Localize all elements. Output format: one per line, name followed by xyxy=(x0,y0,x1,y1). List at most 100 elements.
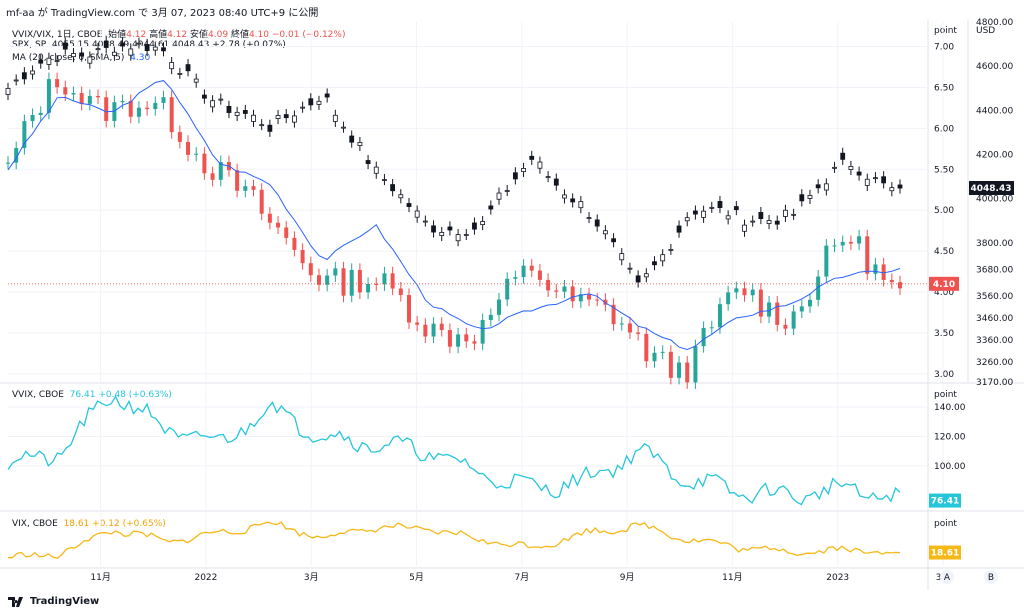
time-tick-label: 2022 xyxy=(194,573,217,583)
time-tick-label: 11月 xyxy=(722,572,742,583)
ratio-candle xyxy=(104,97,109,121)
usd-tick-label: 4400.00 xyxy=(976,106,1013,116)
spx-candle xyxy=(733,206,739,211)
usd-tick-label: 3560.00 xyxy=(976,292,1013,302)
ratio-candle xyxy=(587,294,592,300)
ratio-candle xyxy=(488,314,493,321)
ratio-tick-label: 5.50 xyxy=(934,165,954,175)
spx-candle xyxy=(136,42,142,45)
ratio-candle xyxy=(791,311,796,329)
spx-candle xyxy=(864,178,870,186)
ratio-candle xyxy=(668,351,673,378)
spx-candle xyxy=(79,52,85,57)
ratio-candle xyxy=(55,79,60,88)
usd-tick-label: 3360.00 xyxy=(976,336,1013,346)
ratio-candle xyxy=(685,362,690,383)
ratio-candle xyxy=(562,286,567,292)
spx-candle xyxy=(472,222,477,230)
spx-candle xyxy=(873,177,878,180)
spx-candle xyxy=(643,273,649,278)
spx-candle xyxy=(95,48,101,51)
tradingview-footer: TradingView xyxy=(8,596,99,607)
axis-button-label: B xyxy=(988,573,994,583)
spx-candle xyxy=(292,115,297,123)
spx-candle xyxy=(807,194,813,199)
spx-candle xyxy=(799,194,805,202)
vvix-tick-label: 100.00 xyxy=(934,462,966,472)
spx-candle xyxy=(783,209,788,217)
legend-vix-change: +0.12 (+0.65%) xyxy=(92,519,166,529)
ratio-candle xyxy=(857,236,862,244)
legend-spx-values: 4055.15 4078.49 4044.61 4048.43 +2.78 (+… xyxy=(51,40,286,50)
ratio-candle xyxy=(259,189,264,214)
usd-tick-label: 3800.00 xyxy=(976,239,1013,249)
ratio-candle xyxy=(87,96,92,104)
ratio-candle xyxy=(611,304,616,325)
ratio-candle xyxy=(881,264,886,280)
spx-candle xyxy=(193,78,199,83)
spx-candle xyxy=(87,56,93,64)
ratio-candle xyxy=(717,304,722,328)
spx-candle xyxy=(545,176,551,179)
spx-candle xyxy=(177,72,183,75)
usd-tick-label: 3460.00 xyxy=(976,314,1013,324)
spx-candle xyxy=(594,219,600,227)
spx-candle xyxy=(349,135,355,143)
ratio-candle xyxy=(807,299,812,307)
ratio-candle xyxy=(308,263,313,276)
spx-candle xyxy=(512,172,518,180)
ratio-candle xyxy=(300,249,305,264)
ratio-candle xyxy=(546,279,551,291)
spx-candle xyxy=(414,210,420,218)
spx-candle xyxy=(447,226,453,231)
spx-candle xyxy=(54,60,60,62)
ratio-candle xyxy=(267,213,272,223)
ratio-candle xyxy=(14,148,19,163)
axis-button-a[interactable] xyxy=(940,570,954,584)
ratio-axis-title: point xyxy=(934,26,957,36)
spx-candle xyxy=(431,225,436,233)
spx-candle xyxy=(332,114,338,122)
vvix-last-tag xyxy=(929,493,961,508)
ratio-candle xyxy=(136,107,141,117)
ratio-candle xyxy=(840,241,845,246)
ratio-candle xyxy=(570,286,575,302)
ratio-candle xyxy=(357,269,362,293)
ratio-candle xyxy=(742,288,747,296)
time-tick-label: 5月 xyxy=(409,572,424,583)
spx-candle xyxy=(480,221,486,226)
ratio-candle xyxy=(22,121,27,149)
spx-candle xyxy=(251,114,256,122)
spx-candle xyxy=(725,215,731,220)
time-tick-label: 3月 xyxy=(304,572,319,583)
ratio-candle xyxy=(46,79,51,113)
ratio-candle xyxy=(734,288,739,293)
ratio-candle xyxy=(177,132,182,142)
usd-tick-label: 3260.00 xyxy=(976,358,1013,368)
footer-brand: TradingView xyxy=(30,596,100,607)
vix-axis-title: point xyxy=(934,519,957,529)
ratio-tick-label: 5.00 xyxy=(934,206,954,216)
spx-candle xyxy=(38,59,44,64)
axis-button-b[interactable] xyxy=(984,570,998,584)
legend-high-label: 高値 xyxy=(149,30,168,40)
ratio-candle xyxy=(202,153,207,174)
ratio-candle xyxy=(63,87,68,95)
ratio-candle xyxy=(243,186,248,191)
ratio-candle xyxy=(472,341,477,344)
spx-candle xyxy=(357,142,363,146)
spx-candle xyxy=(365,160,371,164)
usd-tick-label: 4000.00 xyxy=(976,195,1013,205)
ratio-candle xyxy=(194,153,199,155)
usd-tick-label: 4600.00 xyxy=(976,62,1013,72)
ratio-candle xyxy=(889,279,894,283)
ratio-candle xyxy=(218,162,223,180)
spx-candle xyxy=(488,205,494,210)
spx-candle xyxy=(840,152,846,160)
spx-candle xyxy=(62,42,68,50)
ratio-candle xyxy=(71,93,76,95)
spx-candle xyxy=(202,94,207,99)
spx-candle xyxy=(120,42,125,47)
spx-candle xyxy=(627,267,633,270)
